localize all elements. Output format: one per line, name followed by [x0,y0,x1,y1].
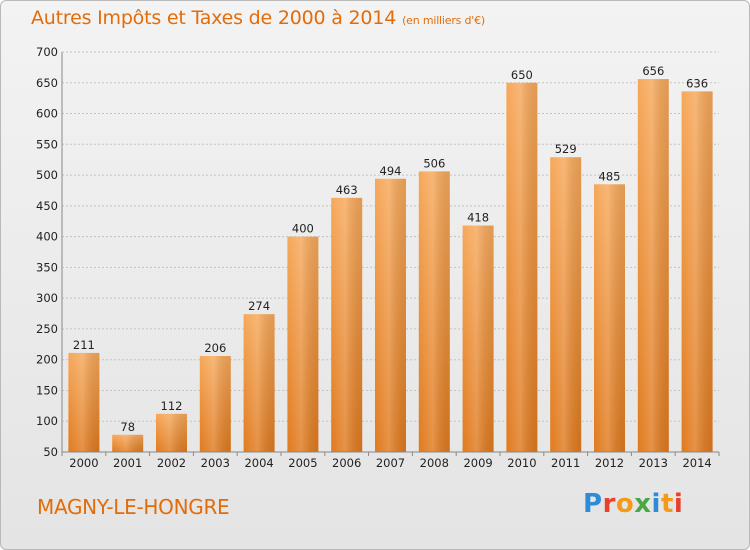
bar-value-label: 636 [686,76,708,90]
bar-2000: 211 [68,338,100,452]
y-tick-label: 550 [36,137,58,151]
bar-value-label: 485 [599,169,621,183]
bar-2003: 206 [199,341,231,452]
bar-shine [594,184,625,453]
y-tick-label: 350 [36,260,58,274]
bar-shine [418,171,450,452]
y-tick-label: 700 [36,45,58,59]
bar-shine [287,236,319,452]
bar-2013: 656 [637,64,669,453]
y-tick-label: 150 [36,383,58,397]
bar-value-label: 274 [248,299,270,313]
x-tick-label: 2004 [244,456,273,470]
bar-shine [375,178,406,452]
x-tick-label: 2012 [595,456,624,470]
x-tick-label: 2014 [682,456,711,470]
bar-shine [243,314,275,452]
bar-value-label: 494 [380,164,402,178]
bar-value-label: 78 [120,420,135,434]
y-tick-label: 450 [36,199,58,213]
y-tick-label: 600 [36,107,58,121]
x-tick-label: 2008 [420,456,449,470]
bar-2012: 485 [594,169,625,453]
bar-value-label: 650 [511,68,533,82]
bar-shine [68,352,100,452]
bar-2011: 529 [550,142,582,452]
bar-2007: 494 [375,164,406,452]
x-tick-label: 2000 [69,456,98,470]
x-tick-label: 2007 [376,456,405,470]
bar-shine [681,91,713,452]
y-tick-label: 50 [43,445,58,459]
x-tick-label: 2010 [507,456,536,470]
bar-value-label: 463 [336,183,358,197]
bar-2010: 650 [506,68,538,453]
y-tick-label: 300 [36,291,58,305]
y-tick-label: 250 [36,322,58,336]
y-tick-label: 200 [36,353,58,367]
bar-shine [506,82,538,453]
x-tick-label: 2009 [463,456,492,470]
x-axis: 2000 2001 2002 2003 2004 2005 2006 2007 2008 2009… [61,451,720,470]
chart-title-text: Autres Impôts et Taxes de 2000 à 2014 [31,7,397,29]
y-tick-label: 500 [36,168,58,182]
y-tick-label: 100 [36,414,58,428]
bar-value-label: 529 [555,142,577,156]
bar-2014: 636 [681,76,713,452]
bar-shine [331,197,363,452]
y-tick-label: 400 [36,230,58,244]
bars: 211 78 112 206 274 400 463 494 506 418 650 529 485 65… [68,64,713,453]
bar-value-label: 656 [642,64,664,78]
y-axis: 50 100 150 200 250 300 350 400 450 500 550 600 650 70… [36,45,63,459]
bar-shine [156,413,187,452]
bar-2002: 112 [156,399,187,452]
bar-value-label: 206 [204,341,226,355]
chart-title: Autres Impôts et Taxes de 2000 à 2014 (en… [31,7,485,29]
x-tick-label: 2002 [157,456,186,470]
y-tick-label: 650 [36,76,58,90]
bar-shine [199,356,231,452]
bar-value-label: 506 [423,156,445,170]
bar-value-label: 211 [73,338,95,352]
bar-value-label: 400 [292,222,314,236]
bar-2008: 506 [418,156,450,452]
bar-2004: 274 [243,299,275,452]
bar-shine [112,434,144,452]
bar-2009: 418 [462,211,494,452]
bar-shine [637,79,669,453]
bar-value-label: 418 [467,211,489,225]
x-tick-label: 2003 [201,456,230,470]
x-tick-label: 2011 [551,456,580,470]
x-tick-label: 2006 [332,456,361,470]
bar-shine [550,157,582,452]
bar-shine [462,225,494,452]
proxiti-logo: Proxiti [583,489,684,519]
bar-2005: 400 [287,222,319,452]
bar-2006: 463 [331,183,363,452]
chart-unit: (en milliers d'€) [402,14,485,27]
bar-value-label: 112 [161,399,183,413]
x-tick-label: 2001 [113,456,142,470]
x-tick-label: 2005 [288,456,317,470]
bar-2001: 78 [112,420,144,452]
place-name: MAGNY-LE-HONGRE [37,495,230,519]
x-tick-label: 2013 [639,456,668,470]
